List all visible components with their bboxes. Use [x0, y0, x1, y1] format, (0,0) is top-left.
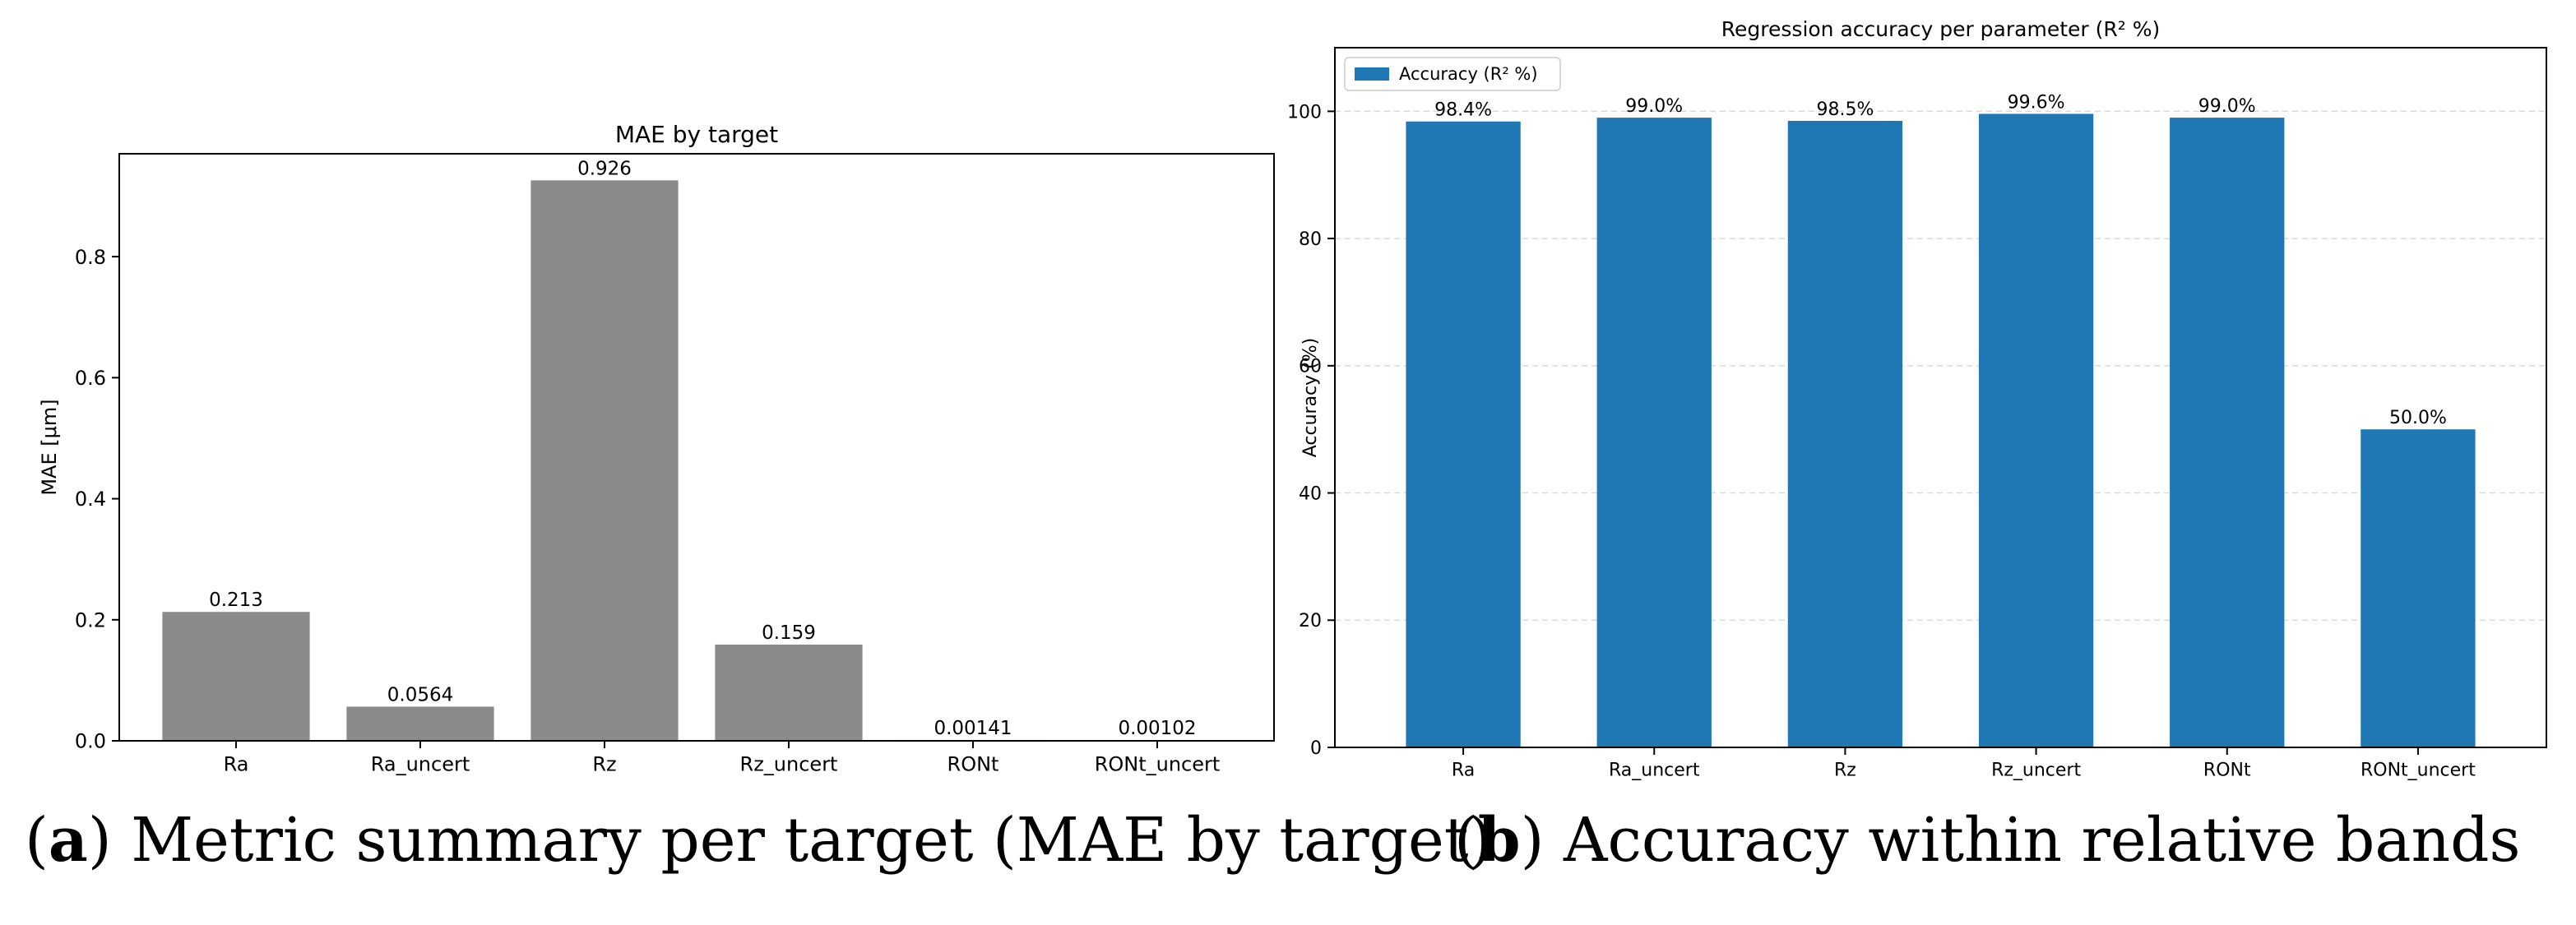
bar — [530, 180, 679, 741]
x-tick-label: Ra_uncert — [371, 753, 470, 776]
bar — [2361, 429, 2476, 747]
value-label: 99.0% — [1625, 96, 1683, 117]
x-tick-label: RONt_uncert — [2361, 760, 2476, 780]
bar — [1787, 120, 1903, 747]
caption-b-text: Accuracy within relative bands — [1564, 805, 2521, 876]
chart-title: MAE by target — [615, 121, 778, 148]
caption-a-text: Metric summary per target (MAE by target… — [131, 805, 1493, 876]
caption-a: (a) Metric summary per target (MAE by ta… — [25, 805, 1493, 876]
y-tick-label: 40 — [1299, 483, 1322, 504]
bar — [1406, 121, 1521, 747]
legend-swatch — [1355, 67, 1389, 81]
value-label: 50.0% — [2389, 408, 2447, 428]
value-label: 0.926 — [577, 158, 632, 179]
chart-title: Regression accuracy per parameter (R² %) — [1721, 17, 2160, 41]
y-axis-label: Accuracy (%) — [1300, 338, 1321, 458]
y-tick-label: 0 — [1310, 738, 1322, 759]
y-tick-label: 0.0 — [75, 730, 106, 753]
x-tick-label: Ra_uncert — [1609, 760, 1700, 780]
bar — [1978, 113, 2094, 747]
axes-frame — [118, 153, 1275, 742]
value-label: 98.5% — [1816, 99, 1874, 120]
y-tick-label: 0.6 — [75, 367, 106, 390]
value-label: 0.00141 — [934, 718, 1012, 739]
y-tick-label: 0.2 — [75, 608, 106, 631]
caption-b-letter: b — [1477, 805, 1521, 876]
caption-b: (b) Accuracy within relative bands — [1454, 805, 2521, 876]
x-tick-label: Ra — [1452, 760, 1475, 780]
y-tick-label: 80 — [1299, 229, 1322, 250]
x-tick-label: Rz — [1834, 760, 1856, 780]
axes-frame — [1334, 47, 2547, 748]
x-tick-label: RONt — [947, 753, 999, 776]
chart-mae-by-target: 0.213 0.0564 0.926 0.159 0.00141 0.00102 0.0 0.… — [38, 121, 1275, 776]
value-label: 98.4% — [1434, 100, 1492, 121]
value-label: 0.213 — [209, 590, 263, 611]
x-tick-label: Rz_uncert — [1991, 760, 2081, 780]
bar — [715, 644, 863, 741]
bar — [2170, 118, 2285, 748]
value-label: 0.159 — [762, 622, 816, 644]
legend-label: Accuracy (R² %) — [1399, 64, 1538, 84]
caption-a-letter: a — [48, 805, 88, 876]
chart-regression-accuracy: 98.4% 99.0% 98.5% 99.6% 99.0% 50.0% 0 20 40 60 80 1… — [1287, 17, 2547, 780]
value-label: 0.0564 — [387, 684, 453, 705]
x-tick-label: Ra — [224, 753, 249, 776]
x-tick-label: RONt — [2203, 760, 2251, 780]
legend-box — [1344, 57, 1561, 91]
value-label: 0.00102 — [1118, 718, 1196, 739]
y-tick-label: 60 — [1299, 357, 1322, 377]
y-tick-label: 0.8 — [75, 246, 106, 269]
bar — [346, 706, 494, 741]
bar — [162, 612, 310, 741]
y-tick-label: 20 — [1299, 611, 1322, 631]
bar — [1596, 118, 1712, 748]
y-tick-label: 0.4 — [75, 488, 106, 511]
x-tick-label: RONt_uncert — [1095, 753, 1221, 776]
value-label: 99.0% — [2198, 96, 2256, 117]
x-tick-label: Rz_uncert — [740, 753, 838, 776]
y-axis-label: MAE [μm] — [38, 399, 61, 495]
value-label: 99.6% — [2008, 92, 2065, 113]
x-tick-label: Rz — [592, 753, 616, 776]
y-tick-label: 100 — [1287, 102, 1322, 123]
